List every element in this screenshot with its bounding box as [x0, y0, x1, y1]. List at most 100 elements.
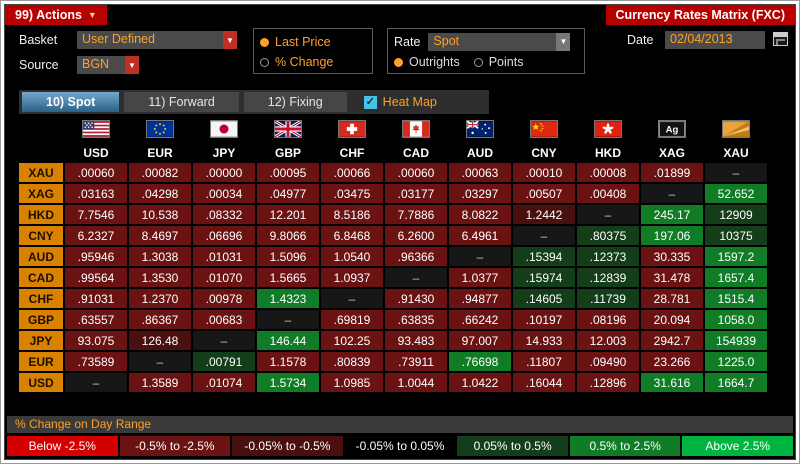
rate-cell-USD-XAG[interactable]: 31.616	[641, 373, 703, 392]
rate-cell-CAD-XAG[interactable]: 31.478	[641, 268, 703, 287]
rate-cell-GBP-EUR[interactable]: .86367	[129, 310, 191, 329]
rate-cell-XAG-XAU[interactable]: 52.652	[705, 184, 767, 203]
row-header-USD[interactable]: USD	[19, 373, 63, 392]
rate-cell-XAG-USD[interactable]: .03163	[65, 184, 127, 203]
rate-cell-CHF-CAD[interactable]: .91430	[385, 289, 447, 308]
rate-cell-CNY-XAG[interactable]: 197.06	[641, 226, 703, 245]
rate-cell-USD-GBP[interactable]: 1.5734	[257, 373, 319, 392]
row-header-CHF[interactable]: CHF	[19, 289, 63, 308]
rate-cell-GBP-HKD[interactable]: .08196	[577, 310, 639, 329]
rate-cell-USD-CHF[interactable]: 1.0985	[321, 373, 383, 392]
col-header-XAG[interactable]: Ag XAG	[641, 120, 703, 161]
row-header-EUR[interactable]: EUR	[19, 352, 63, 371]
rate-cell-AUD-HKD[interactable]: .12373	[577, 247, 639, 266]
rate-cell-EUR-CHF[interactable]: .80839	[321, 352, 383, 371]
rate-cell-AUD-XAG[interactable]: 30.335	[641, 247, 703, 266]
rate-cell-CNY-AUD[interactable]: 6.4961	[449, 226, 511, 245]
rate-cell-JPY-HKD[interactable]: 12.003	[577, 331, 639, 350]
rate-cell-XAG-CHF[interactable]: .03475	[321, 184, 383, 203]
rate-cell-USD-JPY[interactable]: .01074	[193, 373, 255, 392]
rate-cell-HKD-USD[interactable]: 7.7546	[65, 205, 127, 224]
actions-button[interactable]: 99) Actions ▼	[5, 5, 107, 25]
rate-cell-EUR-XAG[interactable]: 23.266	[641, 352, 703, 371]
rate-cell-CAD-HKD[interactable]: .12839	[577, 268, 639, 287]
rate-cell-JPY-XAG[interactable]: 2942.7	[641, 331, 703, 350]
rate-cell-JPY-XAU[interactable]: 154939	[705, 331, 767, 350]
rate-cell-CAD-CAD[interactable]: –	[385, 268, 447, 287]
rate-cell-CNY-HKD[interactable]: .80375	[577, 226, 639, 245]
rate-cell-EUR-EUR[interactable]: –	[129, 352, 191, 371]
rate-cell-CHF-HKD[interactable]: .11739	[577, 289, 639, 308]
rate-cell-XAU-AUD[interactable]: .00063	[449, 163, 511, 182]
rate-cell-CHF-XAU[interactable]: 1515.4	[705, 289, 767, 308]
rate-cell-XAU-GBP[interactable]: .00095	[257, 163, 319, 182]
rate-cell-CNY-JPY[interactable]: .06696	[193, 226, 255, 245]
col-header-USD[interactable]: USD	[65, 120, 127, 161]
rate-cell-CNY-USD[interactable]: 6.2327	[65, 226, 127, 245]
rate-cell-HKD-CHF[interactable]: 8.5186	[321, 205, 383, 224]
rate-cell-XAU-XAU[interactable]: –	[705, 163, 767, 182]
rate-cell-USD-HKD[interactable]: .12896	[577, 373, 639, 392]
rate-select[interactable]: Spot ▼	[428, 32, 571, 51]
rate-cell-CHF-EUR[interactable]: 1.2370	[129, 289, 191, 308]
rate-cell-JPY-USD[interactable]: 93.075	[65, 331, 127, 350]
chevron-down-icon[interactable]: ▼	[556, 32, 571, 51]
rate-cell-AUD-XAU[interactable]: 1597.2	[705, 247, 767, 266]
row-header-JPY[interactable]: JPY	[19, 331, 63, 350]
rate-cell-HKD-CAD[interactable]: 7.7886	[385, 205, 447, 224]
rate-cell-JPY-CHF[interactable]: 102.25	[321, 331, 383, 350]
rate-cell-GBP-CHF[interactable]: .69819	[321, 310, 383, 329]
row-header-AUD[interactable]: AUD	[19, 247, 63, 266]
rate-cell-CNY-CAD[interactable]: 6.2600	[385, 226, 447, 245]
rate-cell-EUR-CNY[interactable]: .11807	[513, 352, 575, 371]
calendar-icon[interactable]	[773, 32, 788, 46]
rate-cell-AUD-EUR[interactable]: 1.3038	[129, 247, 191, 266]
col-header-GBP[interactable]: GBP	[257, 120, 319, 161]
rate-cell-CAD-JPY[interactable]: .01070	[193, 268, 255, 287]
rate-cell-USD-XAU[interactable]: 1664.7	[705, 373, 767, 392]
rate-cell-XAU-XAG[interactable]: .01899	[641, 163, 703, 182]
rate-cell-XAU-JPY[interactable]: .00000	[193, 163, 255, 182]
rate-cell-AUD-CNY[interactable]: .15394	[513, 247, 575, 266]
chevron-down-icon[interactable]: ▼	[125, 56, 139, 74]
rate-cell-AUD-USD[interactable]: .95946	[65, 247, 127, 266]
col-header-JPY[interactable]: JPY	[193, 120, 255, 161]
rate-cell-XAU-EUR[interactable]: .00082	[129, 163, 191, 182]
rate-cell-HKD-XAU[interactable]: 12909	[705, 205, 767, 224]
rate-cell-CHF-CHF[interactable]: –	[321, 289, 383, 308]
rate-cell-XAU-CAD[interactable]: .00060	[385, 163, 447, 182]
rate-cell-GBP-GBP[interactable]: –	[257, 310, 319, 329]
row-header-GBP[interactable]: GBP	[19, 310, 63, 329]
rate-cell-AUD-AUD[interactable]: –	[449, 247, 511, 266]
rate-cell-HKD-HKD[interactable]: –	[577, 205, 639, 224]
tab-spot[interactable]: 10) Spot	[22, 92, 120, 112]
rate-cell-CAD-USD[interactable]: .99564	[65, 268, 127, 287]
rate-cell-XAU-HKD[interactable]: .00008	[577, 163, 639, 182]
rate-cell-XAG-JPY[interactable]: .00034	[193, 184, 255, 203]
rate-cell-XAU-CNY[interactable]: .00010	[513, 163, 575, 182]
rate-cell-CNY-XAU[interactable]: 10375	[705, 226, 767, 245]
rate-cell-EUR-GBP[interactable]: 1.1578	[257, 352, 319, 371]
rate-cell-AUD-JPY[interactable]: .01031	[193, 247, 255, 266]
rate-cell-JPY-AUD[interactable]: 97.007	[449, 331, 511, 350]
rate-cell-HKD-CNY[interactable]: 1.2442	[513, 205, 575, 224]
rate-cell-XAG-EUR[interactable]: .04298	[129, 184, 191, 203]
source-select[interactable]: BGN ▼	[77, 56, 139, 74]
rate-cell-EUR-USD[interactable]: .73589	[65, 352, 127, 371]
heatmap-checkbox[interactable]: ✓	[363, 95, 377, 109]
rate-cell-USD-EUR[interactable]: 1.3589	[129, 373, 191, 392]
chevron-down-icon[interactable]: ▼	[223, 31, 237, 49]
rate-cell-HKD-EUR[interactable]: 10.538	[129, 205, 191, 224]
rate-cell-XAU-CHF[interactable]: .00066	[321, 163, 383, 182]
rate-cell-CHF-XAG[interactable]: 28.781	[641, 289, 703, 308]
rate-cell-CNY-GBP[interactable]: 9.8066	[257, 226, 319, 245]
rate-cell-GBP-XAU[interactable]: 1058.0	[705, 310, 767, 329]
rate-cell-USD-AUD[interactable]: 1.0422	[449, 373, 511, 392]
rate-cell-EUR-CAD[interactable]: .73911	[385, 352, 447, 371]
radio-percent-change[interactable]: % Change	[260, 52, 366, 72]
radio-last-price[interactable]: Last Price	[260, 32, 366, 52]
rate-cell-CAD-XAU[interactable]: 1657.4	[705, 268, 767, 287]
row-header-CNY[interactable]: CNY	[19, 226, 63, 245]
rate-cell-CHF-CNY[interactable]: .14605	[513, 289, 575, 308]
rate-cell-USD-CNY[interactable]: .16044	[513, 373, 575, 392]
